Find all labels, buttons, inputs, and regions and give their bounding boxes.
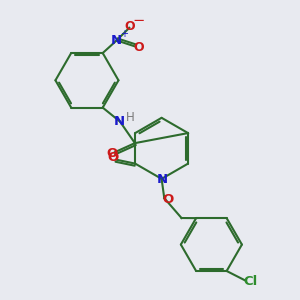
Text: O: O [124,20,135,33]
Text: N: N [114,115,125,128]
Text: Cl: Cl [244,275,258,288]
Text: N: N [157,173,168,186]
Text: O: O [134,40,144,54]
Text: +: + [120,29,128,39]
Text: O: O [106,147,117,160]
Text: −: − [132,13,145,28]
Text: O: O [107,152,118,164]
Text: N: N [111,34,122,47]
Text: O: O [162,193,173,206]
Text: H: H [126,111,134,124]
